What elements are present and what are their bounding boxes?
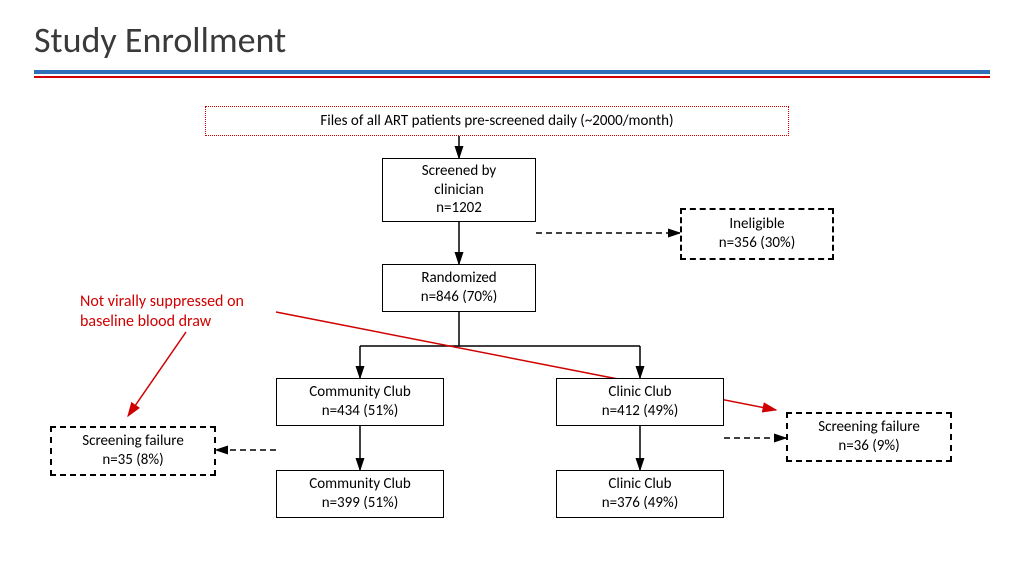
node-sf_right: Screening failuren=36 (9%)	[786, 412, 952, 462]
flowchart-canvas: Files of all ART patients pre-screened d…	[0, 78, 1024, 558]
page-title: Study Enrollment	[0, 0, 1024, 70]
title-divider	[34, 70, 990, 78]
node-randomized: Randomizedn=846 (70%)	[382, 264, 536, 312]
node-screened: Screened bycliniciann=1202	[382, 158, 536, 222]
node-community1: Community Clubn=434 (51%)	[276, 378, 444, 426]
node-sf_left: Screening failuren=35 (8%)	[50, 426, 216, 476]
annotation-text: Not virally suppressed onbaseline blood …	[80, 292, 244, 332]
annotation-arrow	[128, 332, 186, 416]
node-prescreen: Files of all ART patients pre-screened d…	[205, 106, 789, 136]
node-ineligible: Ineligiblen=356 (30%)	[680, 208, 834, 260]
node-clinic1: Clinic Clubn=412 (49%)	[556, 378, 724, 426]
divider-blue	[34, 70, 990, 74]
node-clinic2: Clinic Clubn=376 (49%)	[556, 470, 724, 518]
node-community2: Community Clubn=399 (51%)	[276, 470, 444, 518]
